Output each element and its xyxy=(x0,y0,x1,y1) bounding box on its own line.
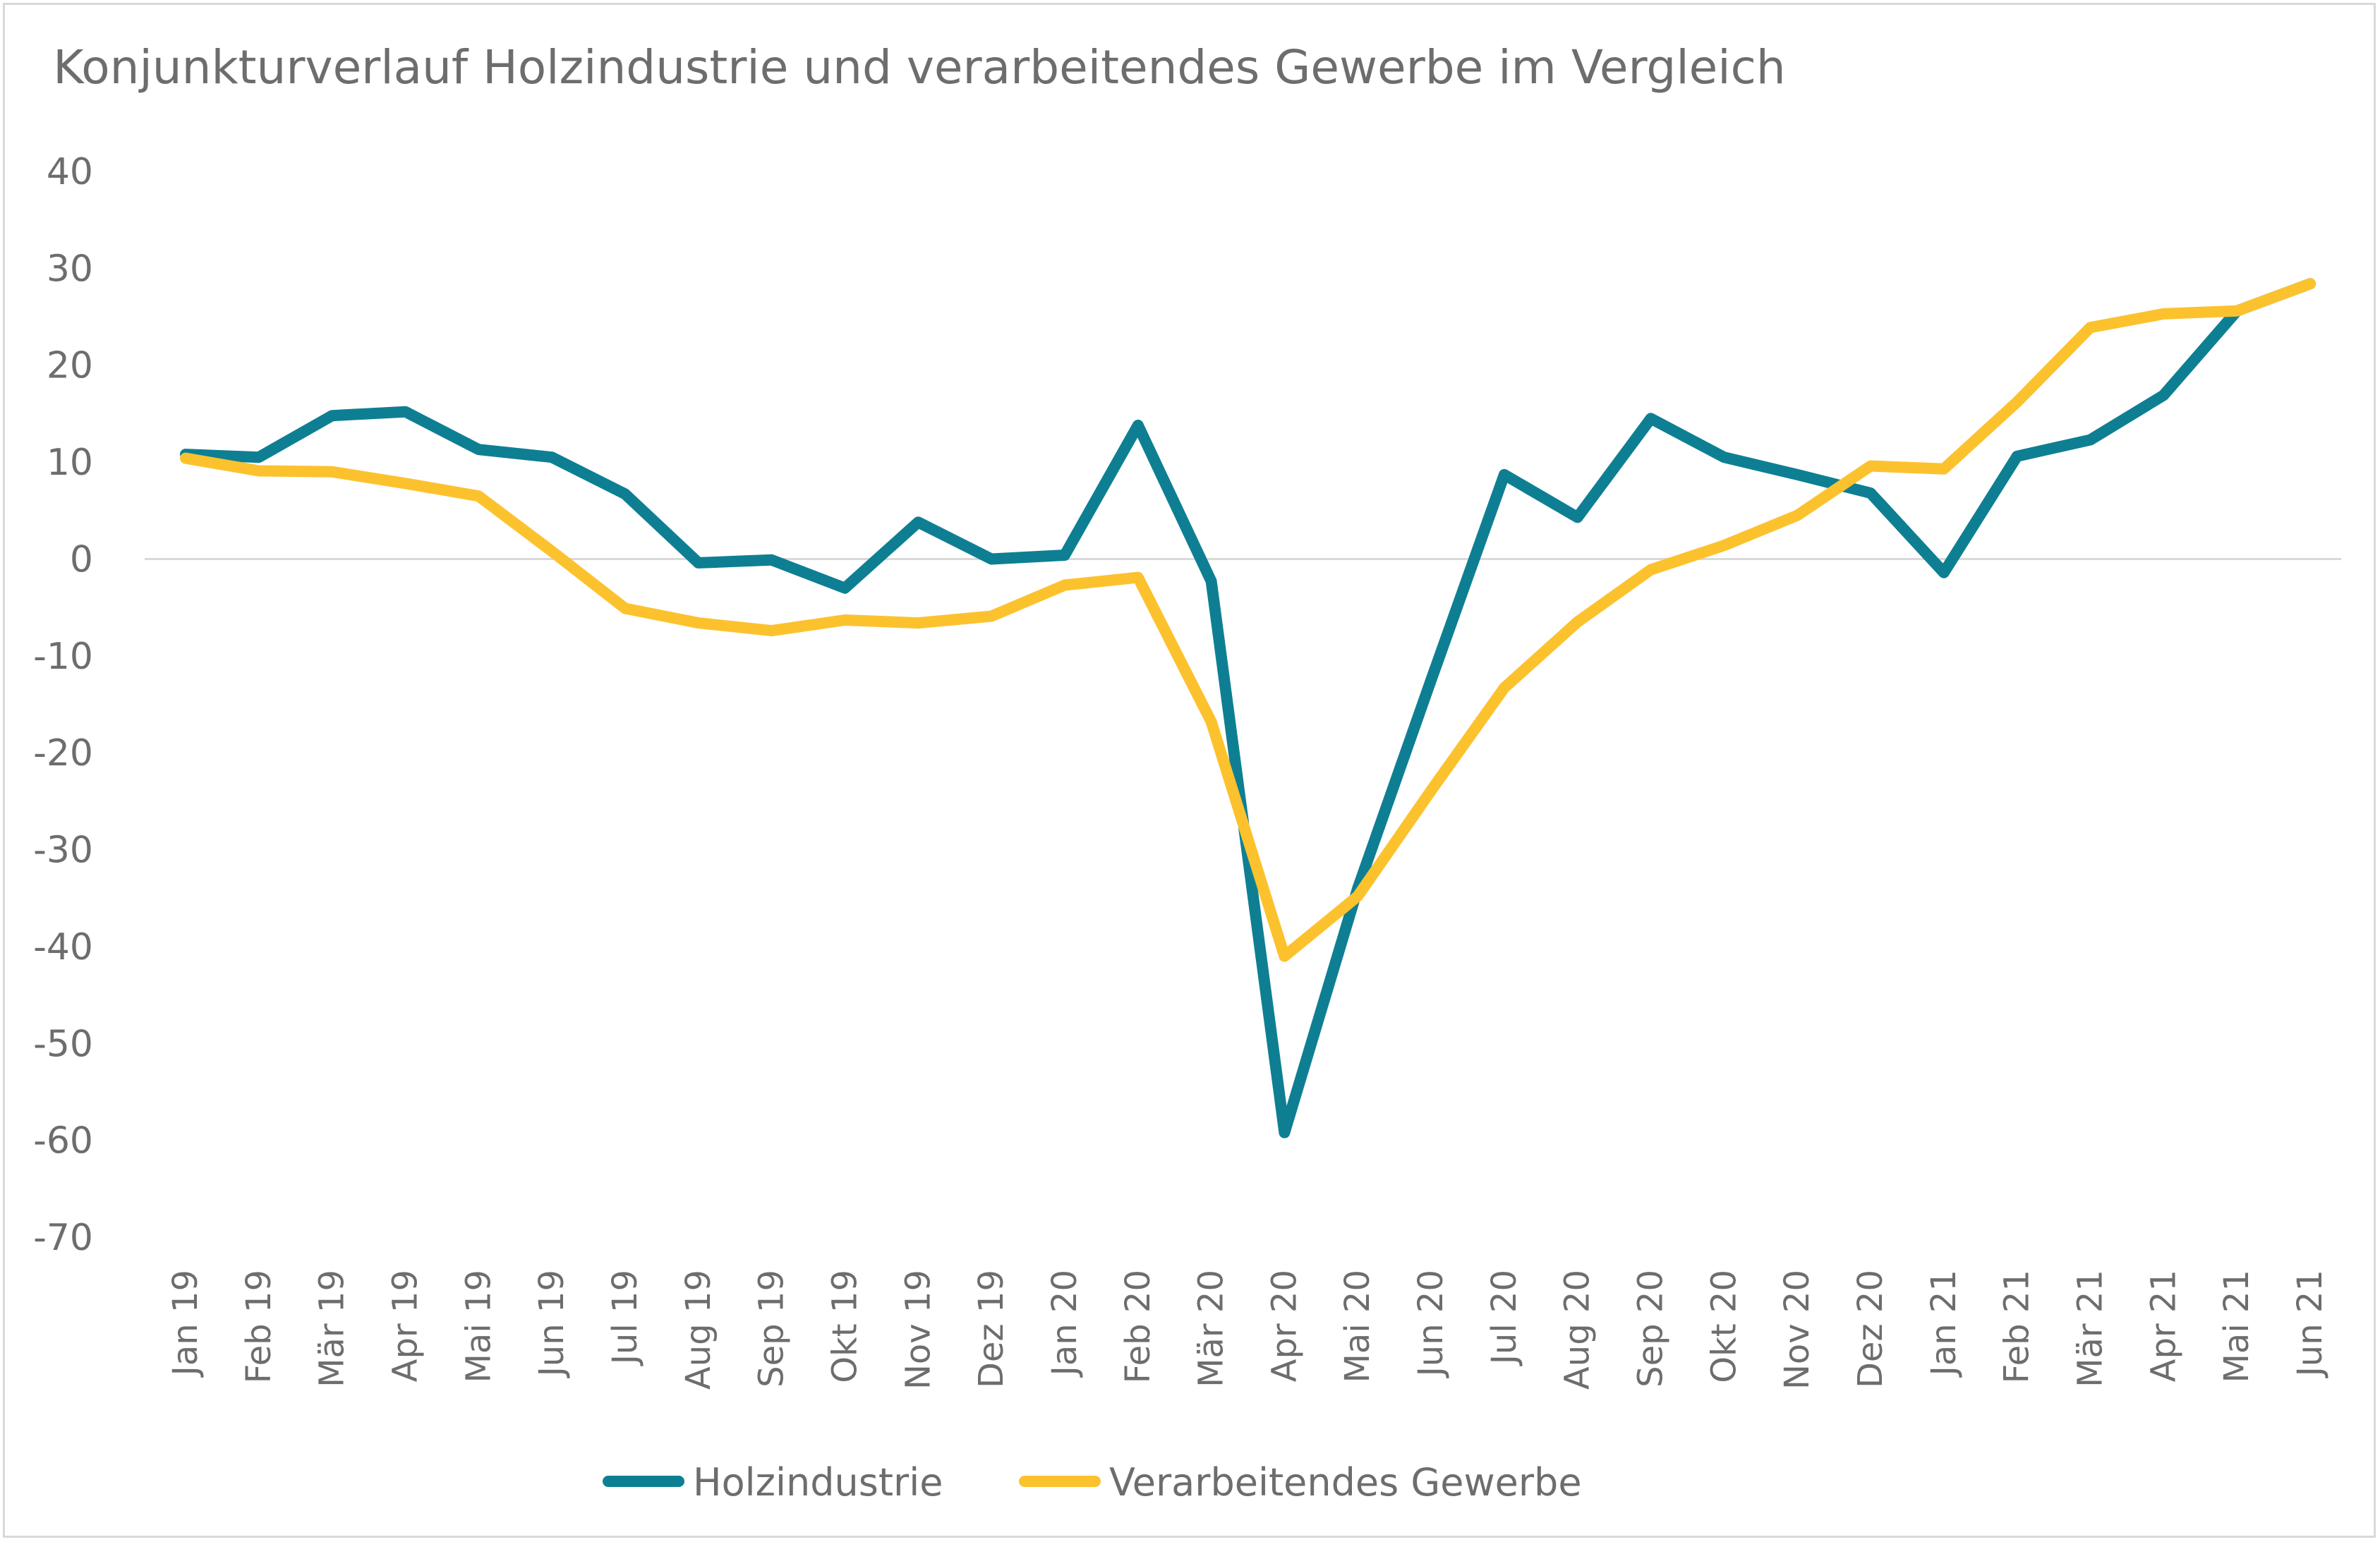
x-tick-label: Nov 19 xyxy=(898,1270,938,1390)
y-axis: 40 30 20 10 0 -10 -20 -30 -40 -50 -60 -70 xyxy=(33,151,93,1259)
x-tick-label: Jun 21 xyxy=(2290,1270,2330,1378)
x-tick-label: Mär 21 xyxy=(2071,1270,2110,1388)
x-tick-label: Dez 20 xyxy=(1851,1270,1890,1388)
x-tick-label: Jan 19 xyxy=(166,1270,205,1378)
x-tick-label: Mai 21 xyxy=(2217,1270,2257,1383)
x-tick-label: Okt 20 xyxy=(1704,1270,1744,1383)
x-tick-label: Aug 20 xyxy=(1558,1270,1597,1390)
x-axis: Jan 19 Feb 19 Mär 19 Apr 19 Mai 19 Jun 19 Jul … xyxy=(166,1270,2330,1390)
y-tick-label: -40 xyxy=(33,926,93,969)
y-tick-label: -60 xyxy=(33,1120,93,1162)
y-tick-label: -10 xyxy=(33,636,93,678)
x-tick-label: Jul 20 xyxy=(1485,1270,1524,1366)
chart-title: Konjunkturverlauf Holzindustrie und vera… xyxy=(53,40,1785,95)
legend: Holzindustrie Verarbeitendes Gewerbe xyxy=(603,1460,1582,1505)
x-tick-label: Feb 21 xyxy=(1998,1270,2037,1383)
x-tick-label: Mär 20 xyxy=(1192,1270,1231,1388)
legend-label: Holzindustrie xyxy=(693,1460,943,1505)
x-tick-label: Nov 20 xyxy=(1777,1270,1817,1390)
x-tick-label: Jun 19 xyxy=(532,1270,572,1378)
x-tick-label: Jan 21 xyxy=(1924,1270,1964,1378)
y-tick-label: -70 xyxy=(33,1217,93,1259)
y-tick-label: -20 xyxy=(33,732,93,775)
series-line-verarbeitendes-gewerbe xyxy=(180,278,2316,962)
chart-frame xyxy=(3,3,2376,1538)
x-tick-label: Apr 21 xyxy=(2144,1270,2183,1382)
x-tick-label: Okt 19 xyxy=(825,1270,864,1383)
y-tick-label: -30 xyxy=(33,830,93,872)
series-lines xyxy=(180,278,2316,1139)
y-tick-label: 0 xyxy=(70,538,93,581)
x-tick-label: Apr 19 xyxy=(385,1270,425,1382)
series-line-holzindustrie xyxy=(180,278,2316,1139)
y-tick-label: 10 xyxy=(47,442,93,484)
y-tick-label: 40 xyxy=(47,151,93,193)
x-tick-label: Apr 20 xyxy=(1264,1270,1304,1382)
x-tick-label: Jun 20 xyxy=(1411,1270,1451,1378)
x-tick-label: Feb 19 xyxy=(239,1270,279,1383)
x-tick-label: Jul 19 xyxy=(605,1270,645,1366)
x-tick-label: Aug 19 xyxy=(679,1270,718,1390)
x-tick-label: Dez 19 xyxy=(972,1270,1011,1388)
x-tick-label: Sep 20 xyxy=(1631,1270,1671,1388)
legend-label: Verarbeitendes Gewerbe xyxy=(1109,1460,1582,1505)
x-tick-label: Mai 20 xyxy=(1338,1270,1377,1383)
x-tick-label: Feb 20 xyxy=(1118,1270,1158,1383)
y-tick-label: 30 xyxy=(47,248,93,290)
x-tick-label: Mär 19 xyxy=(313,1270,352,1388)
x-tick-label: Mai 19 xyxy=(459,1270,498,1383)
x-tick-label: Jan 20 xyxy=(1045,1270,1085,1378)
y-tick-label: 20 xyxy=(47,345,93,387)
x-tick-label: Sep 19 xyxy=(752,1270,792,1388)
y-tick-label: -50 xyxy=(33,1023,93,1065)
